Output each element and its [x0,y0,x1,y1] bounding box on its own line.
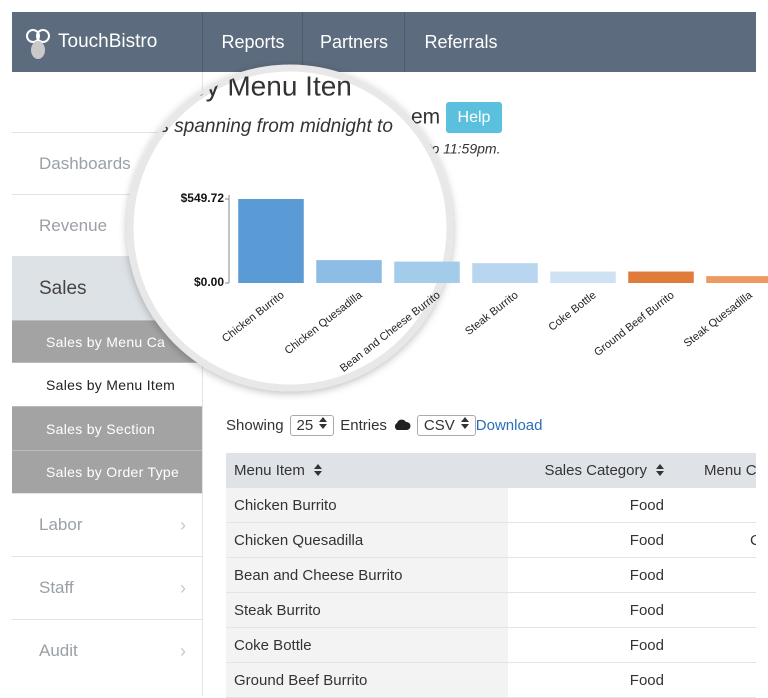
cell-text: Food [629,672,664,689]
x-tick-label: Coke Bottle [546,289,598,333]
x-tick-label: Steak Burrito [463,289,521,338]
label: Entries [340,416,387,434]
download-link[interactable]: Download [475,416,543,434]
cell-text: Food [629,497,664,514]
page-subtitle: ht to 11:59pm. [412,141,500,157]
header-text: Sales Category [544,462,647,479]
sidebar-item[interactable]: Staff › [12,556,202,619]
select[interactable]: 25 [289,414,335,436]
chevron: › [180,640,186,661]
select[interactable]: CSV [416,414,476,436]
sidebar-item[interactable]: Audit › [12,619,202,682]
bar [238,199,304,283]
chevron: › [180,577,186,598]
sidebar-item[interactable]: Labor › [12,493,202,556]
sidebar-subitem[interactable]: Sales by Order Type [12,450,202,493]
table-cell: Bean and Cheese Burrito [226,558,508,593]
item-label: Staff [39,578,74,597]
cell-text: Coke Bottle [234,637,312,654]
cell-text: Bean and Cheese Burrito [234,567,403,584]
nav-bar: TouchBistro Reports Partners Referrals [12,12,756,72]
sort-icon [313,464,322,476]
x-tick-label: Steak Quesadilla [682,289,756,350]
sidebar-item[interactable]: Dashboards [12,132,202,194]
table-cell: Food [508,593,674,628]
table-cell: C [674,523,756,558]
sidebar-item[interactable]: Revenue [12,194,202,256]
cell-text: Food [629,637,664,654]
nav-link[interactable]: Reports [202,12,303,72]
table-cell [674,663,756,698]
brand-logo [26,29,50,59]
select-value: 25 [296,416,314,434]
table-row: Bean and Cheese Burrito Food [226,558,756,593]
label: Showing [226,416,284,434]
bar [394,261,460,283]
cell-text: Chicken Burrito [234,497,337,514]
table-cell: Coke Bottle [226,628,508,663]
table-header: Menu Item Sales Category Menu C [226,453,756,488]
bar [706,276,768,283]
sidebar-subitem[interactable]: Sales by Menu Item [12,362,202,406]
sidebar-spacer [12,72,202,132]
table-row: Chicken Burrito Food [226,488,756,523]
header-text: Menu C [704,462,756,479]
header-cell[interactable]: Menu C [674,453,756,488]
sidebar: Dashboards Revenue Sales Sales by Menu Ca Sa… [12,72,203,696]
table-cell [674,488,756,523]
x-tick-label: Chicken Burrito [220,289,287,345]
bar [316,260,382,283]
x-tick-label: Chicken Quesadilla [283,289,366,357]
select-value: CSV [423,416,455,434]
item-label: Audit [39,641,78,660]
table-cell: Steak Burrito [226,593,508,628]
table-cell: Food [508,488,674,523]
sidebar-subitem[interactable]: Sales by Section [12,406,202,450]
table-row: Chicken Quesadilla Food C [226,523,756,558]
chevron: › [180,514,186,535]
brand[interactable]: TouchBistro [58,31,158,52]
table-controls: Showing 25 Entries CSV Download [226,412,542,438]
table-row: Steak Burrito Food [226,593,756,628]
help-label: Help [458,109,491,126]
cell-text: C [750,532,756,549]
table-cell: Chicken Quesadilla [226,523,508,558]
cell-text: Food [629,602,664,619]
nav-link[interactable]: Referrals [404,12,517,72]
table-cell: Ground Beef Burrito [226,663,508,698]
sidebar-item[interactable]: Sales [12,256,202,320]
table-row: Ground Beef Burrito Food [226,663,756,698]
header-cell[interactable]: Sales Category [508,453,674,488]
table-row: Coke Bottle Food [226,628,756,663]
cell-text: Food [629,567,664,584]
bar [550,271,616,283]
page-title: em [411,106,440,129]
bar [628,271,694,283]
x-tick-label: Bean and Cheese Burrito [338,289,443,375]
header-text: Menu Item [234,462,305,479]
table-cell: Food [508,558,674,593]
nav-link[interactable]: Partners [302,12,405,72]
cell-text: Steak Burrito [234,602,321,619]
cell-text: Food [629,532,664,549]
sidebar-subitem[interactable]: Sales by Menu Ca [12,320,202,362]
table-cell [674,628,756,663]
bar [472,263,538,283]
table-cell [674,558,756,593]
table-cell: Food [508,523,674,558]
table-cell: Chicken Burrito [226,488,508,523]
page-title: by Menu Iten [190,70,352,101]
x-tick-label: Ground Beef Burrito [592,289,676,359]
table-cell: Food [508,663,674,698]
help-button [446,102,502,133]
item-label: Labor [39,515,83,534]
table-cell [674,593,756,628]
sort-icon [656,464,664,476]
cell-text: Chicken Quesadilla [234,532,364,549]
cell-text: Ground Beef Burrito [234,672,368,689]
table-cell: Food [508,628,674,663]
header-cell[interactable]: Menu Item [226,453,508,488]
cloud-icon [394,419,411,430]
